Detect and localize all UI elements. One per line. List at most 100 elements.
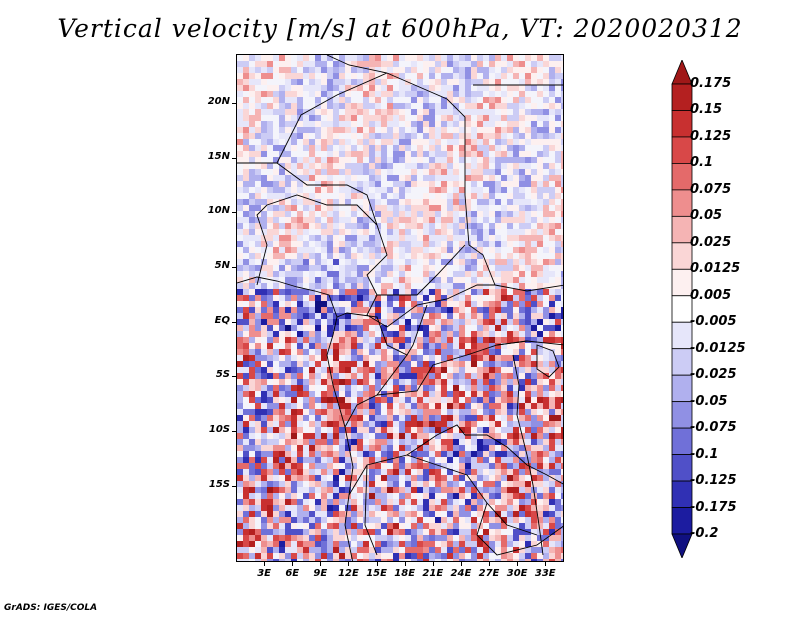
- field-cell: [489, 439, 495, 445]
- field-cell: [237, 223, 243, 229]
- field-cell: [267, 403, 273, 409]
- field-cell: [327, 439, 333, 445]
- field-cell: [471, 499, 477, 505]
- country-borders: [237, 55, 563, 561]
- field-cell: [465, 283, 471, 289]
- field-cell: [393, 151, 399, 157]
- field-cell: [423, 511, 429, 517]
- field-cell: [393, 121, 399, 127]
- field-cell: [561, 313, 563, 319]
- field-cell: [351, 355, 357, 361]
- field-cell: [387, 361, 393, 367]
- field-cell: [501, 451, 507, 457]
- border-line: [496, 340, 563, 346]
- field-cell: [531, 493, 537, 499]
- field-cell: [471, 331, 477, 337]
- field-cell: [495, 277, 501, 283]
- field-cell: [459, 181, 465, 187]
- field-cell: [423, 421, 429, 427]
- field-cell: [513, 385, 519, 391]
- field-cell: [525, 307, 531, 313]
- field-cell: [459, 55, 465, 61]
- field-cell: [375, 253, 381, 259]
- field-cell: [249, 211, 255, 217]
- field-cell: [303, 499, 309, 505]
- field-cell: [321, 409, 327, 415]
- field-cell: [285, 499, 291, 505]
- field-cell: [507, 91, 513, 97]
- field-cell: [525, 385, 531, 391]
- field-cell: [555, 79, 561, 85]
- field-cell: [411, 121, 417, 127]
- field-cell: [543, 289, 549, 295]
- field-cell: [423, 109, 429, 115]
- field-cell: [279, 295, 285, 301]
- field-cell: [327, 313, 333, 319]
- field-cell: [261, 79, 267, 85]
- field-cell: [495, 223, 501, 229]
- field-cell: [531, 367, 537, 373]
- field-cell: [387, 229, 393, 235]
- field-cell: [417, 553, 423, 559]
- field-cell: [495, 547, 501, 553]
- field-cell: [525, 265, 531, 271]
- field-cell: [453, 109, 459, 115]
- field-cell: [423, 481, 429, 487]
- field-cell: [321, 313, 327, 319]
- field-cell: [345, 157, 351, 163]
- field-cell: [489, 133, 495, 139]
- field-cell: [249, 157, 255, 163]
- field-cell: [345, 355, 351, 361]
- field-cell: [429, 457, 435, 463]
- lon-tick: [404, 562, 406, 566]
- field-cell: [495, 403, 501, 409]
- field-cell: [327, 73, 333, 79]
- field-cell: [351, 229, 357, 235]
- field-cell: [411, 355, 417, 361]
- field-cell: [285, 67, 291, 73]
- field-cell: [399, 505, 405, 511]
- field-cell: [249, 439, 255, 445]
- field-cell: [447, 499, 453, 505]
- field-cell: [411, 217, 417, 223]
- field-cell: [513, 379, 519, 385]
- field-cell: [423, 415, 429, 421]
- field-cell: [393, 481, 399, 487]
- field-cell: [417, 427, 423, 433]
- field-cell: [261, 73, 267, 79]
- field-cell: [267, 445, 273, 451]
- field-cell: [309, 331, 315, 337]
- field-cell: [543, 325, 549, 331]
- field-cell: [279, 523, 285, 529]
- field-cell: [555, 55, 561, 61]
- field-cell: [333, 115, 339, 121]
- field-cell: [381, 349, 387, 355]
- field-cell: [405, 445, 411, 451]
- field-cell: [267, 85, 273, 91]
- field-cell: [495, 235, 501, 241]
- field-cell: [429, 445, 435, 451]
- field-cell: [471, 445, 477, 451]
- field-cell: [255, 61, 261, 67]
- field-cell: [303, 487, 309, 493]
- field-cell: [417, 391, 423, 397]
- field-cell: [519, 289, 525, 295]
- field-cell: [447, 475, 453, 481]
- field-cell: [351, 499, 357, 505]
- field-cell: [417, 457, 423, 463]
- field-cell: [417, 445, 423, 451]
- field-cell: [375, 325, 381, 331]
- field-cell: [315, 439, 321, 445]
- field-cell: [519, 361, 525, 367]
- field-cell: [561, 271, 563, 277]
- field-cell: [357, 187, 363, 193]
- field-cell: [417, 499, 423, 505]
- field-cell: [363, 205, 369, 211]
- field-cell: [435, 481, 441, 487]
- field-cell: [285, 547, 291, 553]
- field-cell: [459, 367, 465, 373]
- field-cell: [513, 295, 519, 301]
- field-cell: [417, 355, 423, 361]
- field-cell: [465, 541, 471, 547]
- field-cell: [333, 415, 339, 421]
